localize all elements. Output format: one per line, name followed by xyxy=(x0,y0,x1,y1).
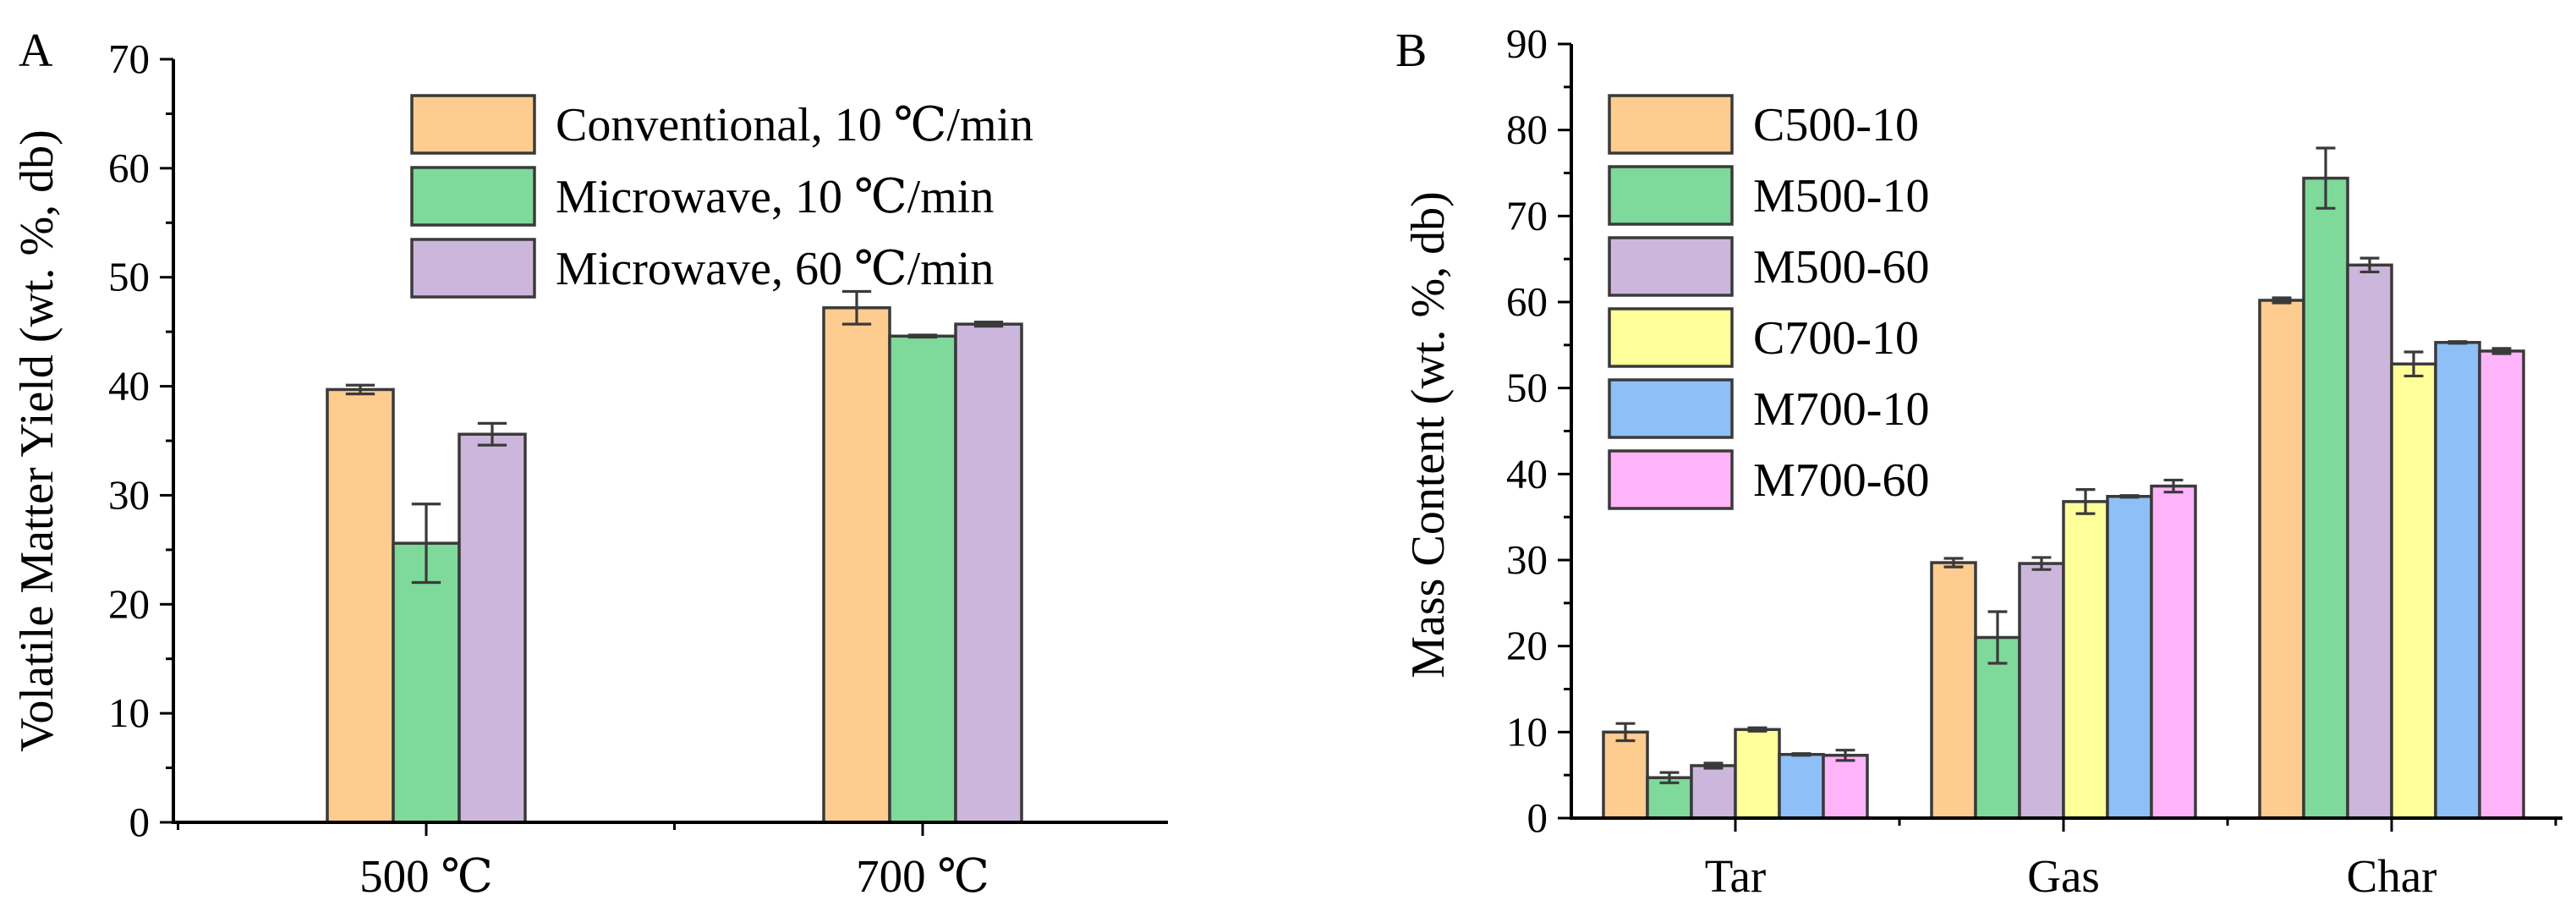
x-tick-label: Gas xyxy=(2027,850,2100,902)
y-tick-label: 70 xyxy=(108,36,150,82)
legend-label: M500-10 xyxy=(1753,170,1929,223)
bar-m500-10-2 xyxy=(2302,176,2349,820)
legend-label: C700-10 xyxy=(1753,312,1919,365)
legend-label: Microwave, 10 ℃/min xyxy=(556,171,994,223)
y-tick-label: 60 xyxy=(1506,278,1548,325)
bar-c500-10-2 xyxy=(2258,299,2305,820)
y-tick-label: 0 xyxy=(1527,794,1548,841)
bar-conventional-10-min-0 xyxy=(326,387,395,824)
legend-swatch xyxy=(1608,378,1734,439)
bar-m500-60-0 xyxy=(1690,764,1737,820)
x-tick-label: Char xyxy=(2347,850,2437,902)
y-tick-label: 40 xyxy=(1506,450,1548,497)
legend-swatch xyxy=(1608,449,1734,510)
panel-label: B xyxy=(1395,25,1427,77)
y-tick-label: 70 xyxy=(1506,192,1548,239)
bar-m700-60-1 xyxy=(2150,484,2197,820)
legend-swatch xyxy=(410,166,536,227)
legend-label: Microwave, 60 ℃/min xyxy=(556,243,994,295)
y-tick-label: 60 xyxy=(108,145,150,191)
bar-c700-10-0 xyxy=(1734,728,1781,820)
legend-swatch xyxy=(1608,236,1734,297)
bar-microwave-60-min-1 xyxy=(954,322,1023,824)
panel-label: A xyxy=(19,25,53,77)
bar-m700-10-2 xyxy=(2434,341,2481,820)
legend-swatch xyxy=(410,238,536,299)
legend-label: M700-10 xyxy=(1753,383,1929,436)
bar-conventional-10-min-1 xyxy=(822,306,891,824)
x-tick-label: 500 ℃ xyxy=(359,850,493,902)
bar-microwave-60-min-0 xyxy=(458,432,527,824)
legend-label: M700-60 xyxy=(1753,454,1929,507)
bar-microwave-10-min-0 xyxy=(392,541,461,824)
y-tick-label: 80 xyxy=(1506,107,1548,153)
y-tick-label: 0 xyxy=(129,799,151,845)
legend-label: Conventional, 10 ℃/min xyxy=(556,99,1033,151)
y-tick-label: 50 xyxy=(108,254,150,300)
legend-swatch xyxy=(1608,165,1734,226)
legend-swatch xyxy=(1608,94,1734,155)
legend-swatch xyxy=(1608,307,1734,368)
bar-m500-60-1 xyxy=(2018,562,2065,820)
y-tick-label: 30 xyxy=(108,471,150,518)
bar-m700-60-2 xyxy=(2478,349,2525,820)
bar-c700-10-2 xyxy=(2390,362,2437,820)
y-tick-label: 20 xyxy=(1506,623,1548,669)
chart-panel-b: B 0 10 20 30 40 50 60 70 80 90 Mass Content (wt. %,… xyxy=(1395,20,2562,902)
bar-m700-60-0 xyxy=(1822,754,1869,820)
chart-panel-a: A 0 10 20 30 40 50 60 70 Volatile Matter Yield (w… xyxy=(11,25,1168,902)
legend-label: C500-10 xyxy=(1753,99,1919,151)
bar-c500-10-0 xyxy=(1602,730,1649,820)
y-tick-label: 30 xyxy=(1506,536,1548,583)
bar-microwave-10-min-1 xyxy=(888,334,957,824)
y-tick-label: 10 xyxy=(1506,708,1548,755)
bar-m500-60-2 xyxy=(2346,263,2393,820)
legend-swatch xyxy=(410,94,536,155)
y-axis-title: Volatile Matter Yield (wt. %, db) xyxy=(11,129,63,752)
y-axis-title: Mass Content (wt. %, db) xyxy=(1402,191,1455,679)
bar-m700-10-1 xyxy=(2106,495,2153,820)
y-tick-label: 10 xyxy=(108,690,150,736)
y-tick-label: 20 xyxy=(108,580,150,627)
x-tick-label: Tar xyxy=(1705,850,1766,902)
bar-c700-10-1 xyxy=(2062,500,2109,820)
y-tick-label: 40 xyxy=(108,363,150,409)
y-tick-label: 50 xyxy=(1506,365,1548,411)
bar-c500-10-1 xyxy=(1930,561,1977,820)
x-tick-label: 700 ℃ xyxy=(856,850,989,902)
y-tick-label: 90 xyxy=(1506,20,1548,67)
bar-m700-10-0 xyxy=(1778,753,1825,820)
legend-label: M500-60 xyxy=(1753,241,1929,294)
